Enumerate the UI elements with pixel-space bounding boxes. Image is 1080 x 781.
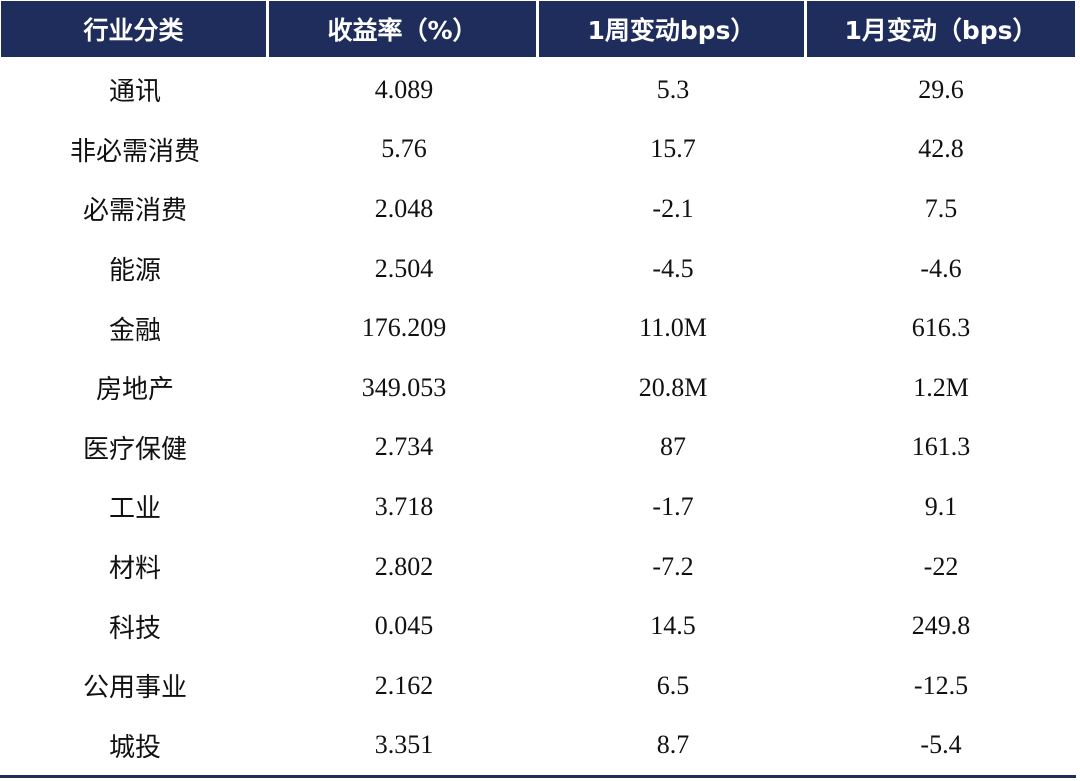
cell-yield: 176.209: [361, 313, 447, 343]
cell-industry: 医疗保健: [82, 434, 187, 465]
table-row: 医疗保健 2.734 87 161.3: [1, 418, 1075, 478]
cell-1m-change: -22: [923, 551, 959, 581]
cell-industry: 非必需消费: [69, 136, 200, 167]
cell-industry: 科技: [108, 613, 161, 644]
cell-industry: 工业: [108, 494, 161, 525]
cell-yield: 2.802: [374, 551, 434, 581]
table-row: 非必需消费 5.76 15.7 42.8: [1, 120, 1075, 180]
cell-1m-change: 249.8: [911, 611, 971, 641]
cell-1w-change: -2.1: [652, 193, 694, 223]
cell-1m-change: -12.5: [913, 670, 969, 700]
table-row: 工业 3.718 -1.7 9.1: [1, 477, 1075, 537]
table-row: 城投 3.351 8.7 -5.4: [1, 716, 1075, 776]
cell-yield: 5.76: [381, 134, 427, 164]
cell-industry: 房地产: [95, 375, 174, 406]
table-row: 必需消费 2.048 -2.1 7.5: [1, 179, 1075, 239]
cell-yield: 4.089: [374, 74, 434, 104]
table-row: 房地产 349.053 20.8M 1.2M: [1, 358, 1075, 418]
table-row: 通讯 4.089 5.3 29.6: [1, 60, 1075, 120]
cell-industry: 材料: [108, 554, 161, 585]
table-header: 行业分类 收益率（%） 1周变动bps） 1月变动（bps）: [1, 1, 1075, 57]
cell-1w-change: 11.0M: [639, 313, 707, 343]
header-1m-change: 1月变动（bps）: [807, 1, 1075, 57]
cell-yield: 2.048: [374, 193, 434, 223]
cell-1w-change: 20.8M: [638, 372, 708, 402]
table-row: 金融 176.209 11.0M 616.3: [1, 298, 1075, 358]
cell-1m-change: 9.1: [924, 491, 958, 521]
cell-industry: 能源: [108, 256, 161, 287]
cell-yield: 0.045: [374, 611, 434, 641]
cell-1m-change: 1.2M: [913, 372, 969, 402]
cell-yield: 2.504: [374, 253, 434, 283]
cell-1w-change: -1.7: [652, 491, 694, 521]
cell-1w-change: 5.3: [656, 74, 690, 104]
cell-1w-change: 8.7: [656, 730, 690, 760]
table-body: 通讯 4.089 5.3 29.6 非必需消费 5.76 15.7 42.8 必需消费 2.048…: [1, 60, 1075, 775]
cell-industry: 金融: [108, 315, 161, 346]
cell-1w-change: 87: [660, 432, 686, 462]
table-row: 公用事业 2.162 6.5 -12.5: [1, 656, 1075, 716]
cell-yield: 2.734: [374, 432, 434, 462]
cell-industry: 必需消费: [82, 196, 187, 227]
cell-1w-change: -7.2: [652, 551, 694, 581]
header-industry: 行业分类: [1, 1, 269, 57]
cell-yield: 349.053: [361, 372, 447, 402]
cell-1m-change: 616.3: [911, 313, 971, 343]
cell-1m-change: -5.4: [920, 730, 962, 760]
cell-industry: 公用事业: [82, 673, 187, 704]
cell-1w-change: 6.5: [656, 670, 690, 700]
header-1w-change: 1周变动bps）: [539, 1, 807, 57]
cell-1m-change: 7.5: [924, 193, 958, 223]
cell-yield: 2.162: [374, 670, 434, 700]
cell-1w-change: 15.7: [650, 134, 696, 164]
cell-1m-change: -4.6: [920, 253, 962, 283]
table-row: 材料 2.802 -7.2 -22: [1, 537, 1075, 597]
cell-yield: 3.351: [374, 730, 434, 760]
cell-industry: 通讯: [108, 77, 161, 108]
table-row: 能源 2.504 -4.5 -4.6: [1, 239, 1075, 299]
bottom-rule: [0, 775, 1076, 778]
header-yield: 收益率（%）: [269, 1, 539, 57]
cell-1m-change: 29.6: [918, 74, 964, 104]
cell-1m-change: 161.3: [911, 432, 971, 462]
cell-industry: 城投: [108, 732, 161, 763]
cell-yield: 3.718: [374, 491, 434, 521]
table-row: 科技 0.045 14.5 249.8: [1, 596, 1075, 656]
cell-1m-change: 42.8: [918, 134, 964, 164]
cell-1w-change: -4.5: [652, 253, 694, 283]
cell-1w-change: 14.5: [650, 611, 696, 641]
